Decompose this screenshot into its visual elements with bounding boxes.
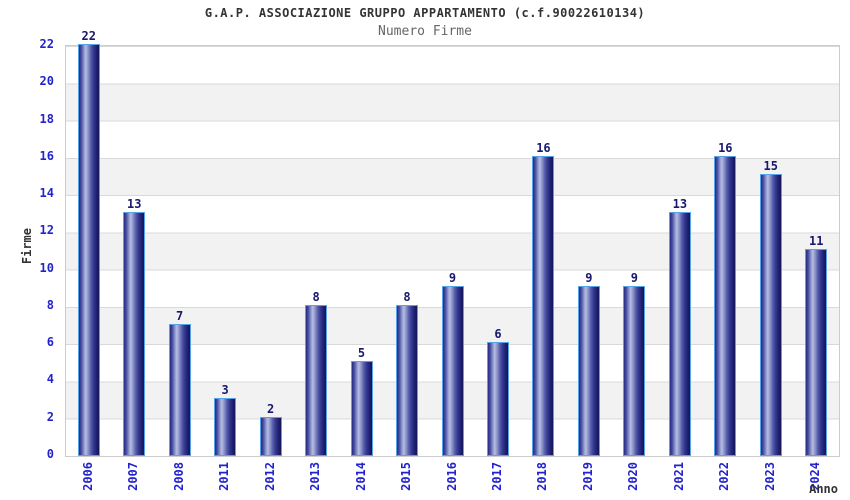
y-tick-label: 14 <box>39 186 54 201</box>
bar <box>805 249 828 456</box>
bar-value-label: 3 <box>221 383 229 397</box>
bar <box>123 212 146 456</box>
bar-value-label: 15 <box>763 159 778 173</box>
y-tick-label: 10 <box>39 260 54 275</box>
bar-value-label: 11 <box>809 234 824 248</box>
bar-column: 13 <box>650 46 710 456</box>
x-axis-title: Anno <box>809 482 838 496</box>
bar <box>77 44 100 456</box>
bar <box>214 398 237 456</box>
y-tick-label: 18 <box>39 111 54 126</box>
bar-value-label: 8 <box>312 290 320 304</box>
x-tick-label: 2017 <box>489 462 504 491</box>
y-tick-label: 16 <box>39 148 54 163</box>
y-tick-label: 8 <box>46 297 54 312</box>
bar-column: 2 <box>241 46 301 456</box>
y-axis: 0 2 4 6 8 10 12 14 16 18 20 22 <box>0 37 56 461</box>
bar-column: 22 <box>59 29 119 456</box>
x-tick-label: 2013 <box>308 462 323 491</box>
y-tick-label: 20 <box>39 74 54 89</box>
bar <box>714 156 737 456</box>
x-tick-label: 2011 <box>217 462 232 491</box>
bar-column: 3 <box>195 46 255 456</box>
bar <box>350 361 373 456</box>
bar-value-label: 13 <box>126 197 142 211</box>
bar-value-label: 8 <box>403 290 411 304</box>
y-tick-label: 12 <box>39 223 54 238</box>
bar <box>441 286 464 456</box>
y-tick-label: 0 <box>46 447 54 461</box>
bar-column: 16 <box>695 46 755 456</box>
x-tick-label: 2016 <box>444 462 459 491</box>
plot-area: 22 13 7 3 2 8 5 8 9 6 16 9 9 13 16 15 11 <box>65 29 840 457</box>
bar-column: 9 <box>423 46 483 456</box>
x-tick-label: 2019 <box>580 462 595 491</box>
bar-column: 8 <box>286 46 346 456</box>
bar-value-label: 13 <box>672 197 688 211</box>
bar <box>305 305 328 456</box>
bar <box>486 342 509 456</box>
bar-value-label: 9 <box>448 271 457 285</box>
x-tick-label: 2014 <box>353 462 368 491</box>
x-tick-label: 2012 <box>262 462 277 491</box>
x-tick-label: 2008 <box>171 462 186 491</box>
bar <box>259 417 282 456</box>
bar-value-label: 16 <box>536 141 551 155</box>
bar-column: 5 <box>332 46 392 456</box>
bar-value-label: 16 <box>718 141 733 155</box>
y-tick-label: 4 <box>46 372 54 387</box>
bar-value-label: 6 <box>494 327 502 341</box>
x-tick-label: 2023 <box>762 462 777 491</box>
x-tick-label: 2006 <box>80 462 95 491</box>
chart-title: G.A.P. ASSOCIAZIONE GRUPPO APPARTAMENTO … <box>204 6 646 20</box>
y-tick-label: 22 <box>39 37 54 51</box>
x-tick-label: 2022 <box>717 462 732 491</box>
bar-column: 7 <box>150 46 210 456</box>
x-axis: 2006 2007 2008 2011 2012 2013 2014 2015 2016 2017… <box>66 462 839 498</box>
x-tick-label: 2020 <box>626 462 641 491</box>
bar-column: 6 <box>468 46 528 456</box>
bar-column: 15 <box>741 46 801 456</box>
bar-value-label: 5 <box>357 346 366 360</box>
bar <box>396 305 419 456</box>
bar <box>532 156 555 456</box>
bar-column: 9 <box>559 46 619 456</box>
bar <box>623 286 646 456</box>
bar <box>759 174 782 456</box>
bar-value-label: 2 <box>266 402 275 416</box>
y-tick-label: 2 <box>46 409 54 424</box>
bar <box>668 212 691 456</box>
x-tick-label: 2018 <box>535 462 550 491</box>
bar-column: 13 <box>104 46 164 456</box>
chart-subtitle: Numero Firme <box>378 24 472 39</box>
bar-column: 16 <box>513 46 573 456</box>
x-tick-label: 2021 <box>671 462 686 491</box>
bar <box>168 324 191 456</box>
bar-column: 8 <box>377 46 437 456</box>
y-tick-label: 6 <box>46 335 54 350</box>
x-tick-label: 2015 <box>399 462 414 491</box>
bar <box>577 286 600 456</box>
bar-column: 11 <box>786 46 846 456</box>
bar-value-label: 9 <box>630 271 638 285</box>
bar-column: 9 <box>604 46 664 456</box>
bar-value-label: 7 <box>176 309 184 323</box>
bar-value-label: 9 <box>585 271 593 285</box>
x-tick-label: 2007 <box>126 462 141 491</box>
